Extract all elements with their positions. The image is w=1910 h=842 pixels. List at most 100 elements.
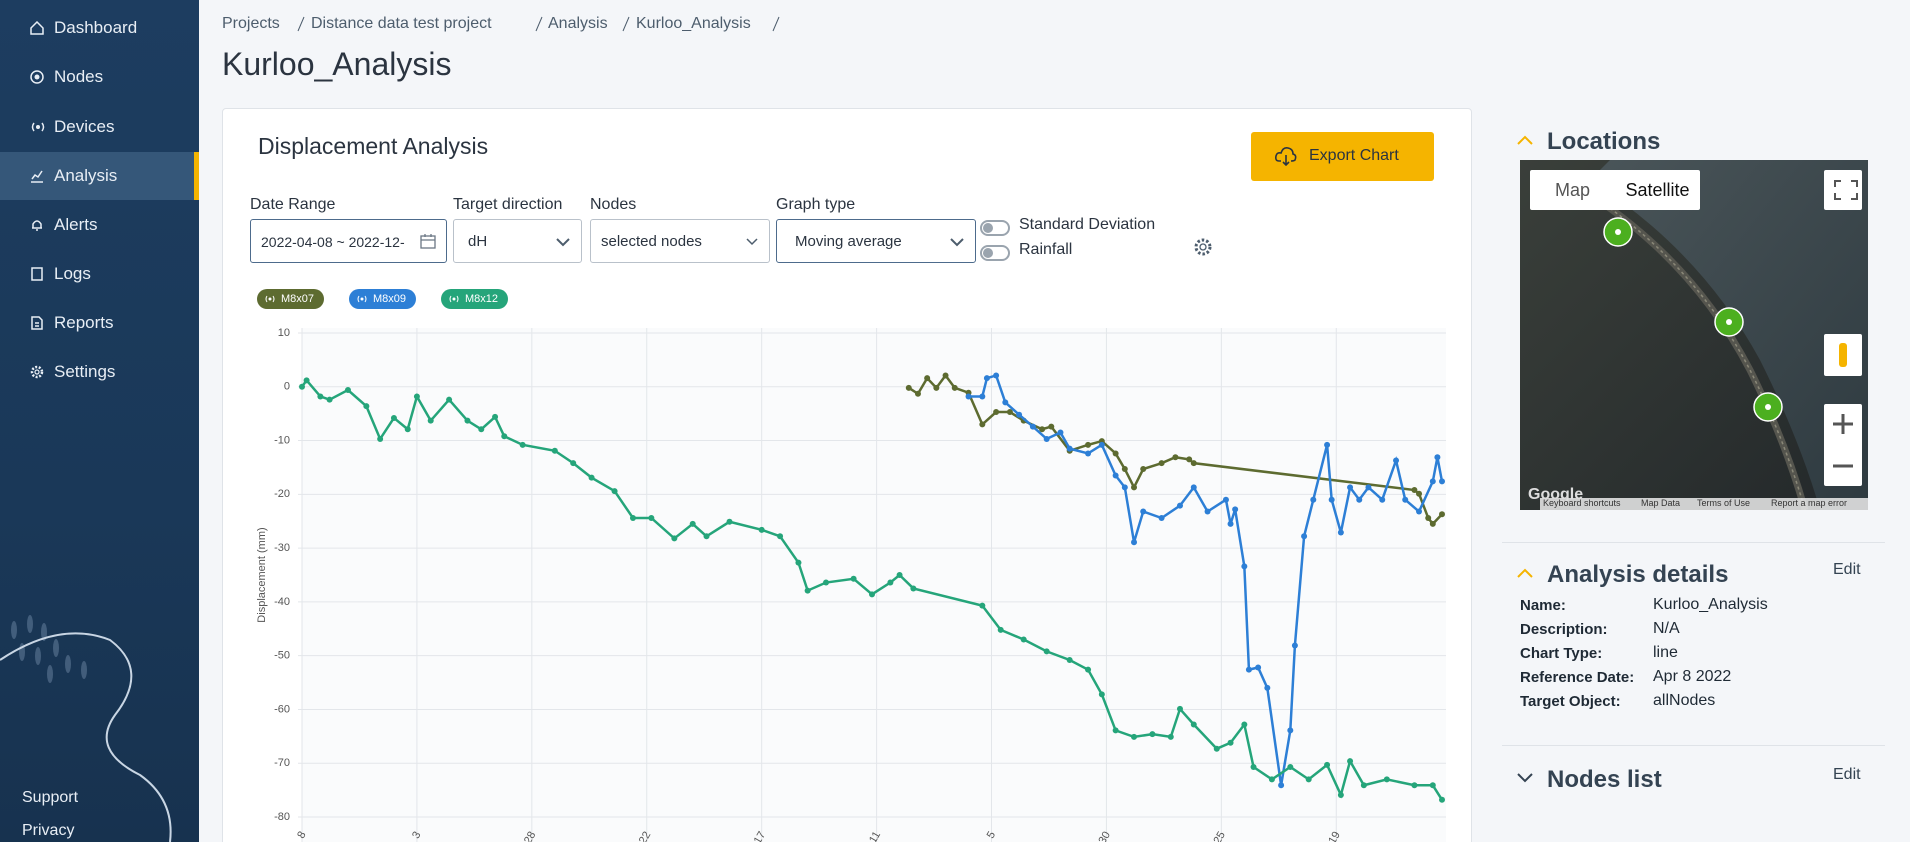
nav-item[interactable]: Dashboard [0,4,199,52]
detail-value: N/A [1653,620,1680,637]
map-marker[interactable] [1603,217,1633,247]
icon [32,220,42,231]
legend-chip[interactable]: M8x09 [349,289,417,309]
filter-label: Date Range [250,196,336,213]
chevron [746,238,758,246]
nodes-select[interactable]: selected nodes [590,219,770,263]
button-label: Export Chart [1309,147,1399,164]
detail-label: Chart Type: [1520,645,1603,662]
map-footer-link[interactable]: Map Data [1641,498,1681,508]
section-title: Nodes list [1547,766,1662,793]
map-marker[interactable] [1753,392,1783,422]
legend-label: M8x07 [281,293,315,305]
graph-type-select[interactable]: Moving average [776,219,976,263]
nav-item[interactable]: Analysis [0,152,199,200]
nav-label: Alerts [54,215,98,234]
legend-label: M8x12 [465,293,499,305]
select-value: dH [468,233,488,250]
nav-label: Logs [54,264,91,283]
icon [449,295,459,303]
footer-link[interactable]: Privacy [22,822,75,839]
nav-item[interactable]: Nodes [0,53,199,101]
map-button[interactable]: Map [1554,180,1590,200]
decoration [0,615,172,842]
icon [357,295,367,303]
detail-value: Apr 8 2022 [1653,668,1732,685]
select-value: Moving average [795,233,902,250]
nav-item[interactable]: Devices [0,103,199,151]
map-footer-link[interactable]: Keyboard shortcuts [1543,498,1621,508]
nav-item[interactable]: Settings [0,348,199,396]
toggle-label: Standard Deviation [1019,216,1156,233]
icon [1275,147,1297,166]
icon [31,170,43,183]
nav-label: Settings [54,362,116,381]
date-range-input[interactable]: 2022-04-08 ~ 2022-12- [250,219,447,263]
map-type-control [1530,170,1700,210]
nav-label: Analysis [54,166,118,185]
filter-label: Nodes [590,196,637,213]
collapse-chevron[interactable] [1516,133,1534,147]
chevron [950,238,964,247]
icon [30,365,44,379]
breadcrumb-item[interactable]: Projects [222,15,280,32]
edit-button[interactable]: Edit [1833,561,1861,578]
direction-select[interactable]: dH [453,219,582,263]
map-logo: Google [1528,486,1584,503]
separator [535,16,543,32]
nav-label: Nodes [54,67,104,86]
divider [1502,542,1885,543]
legend-label: M8x09 [373,293,407,305]
detail-label: Reference Date: [1520,669,1635,686]
input-value: 2022-04-08 ~ 2022-12- [261,234,405,250]
nav-label: Reports [54,313,114,332]
separator [297,16,305,32]
select-value: selected nodes [601,233,702,250]
nav-item[interactable]: Alerts [0,201,199,249]
nav-item[interactable]: Reports [0,299,199,347]
map-marker[interactable] [1714,307,1744,337]
toggle[interactable] [980,245,1010,261]
footer-link[interactable]: Support [22,789,79,806]
settings-icon[interactable] [1192,236,1216,260]
separator [622,16,630,32]
nav-label: Devices [54,117,115,136]
filter-label: Target direction [453,196,563,213]
legend-chip[interactable]: M8x07 [257,289,325,309]
nav-label: Dashboard [54,18,138,37]
detail-value: Kurloo_Analysis [1653,596,1768,613]
section-title: Locations [1547,128,1661,155]
map-footer-link[interactable]: Report a map error [1771,498,1848,508]
divider [1502,745,1885,746]
section-title: Analysis details [1547,561,1729,588]
fullscreen-button[interactable] [1824,170,1862,210]
icon [31,122,45,132]
icon [30,21,44,35]
map-footer-link[interactable]: Terms of Use [1697,498,1751,508]
chevron [556,238,570,247]
sidebar: Dashboard Nodes Devices Analysis Alerts … [0,0,199,842]
toggle-label: Rainfall [1019,241,1073,258]
separator [772,16,780,32]
breadcrumb-item[interactable]: Analysis [548,15,608,32]
edit-button[interactable]: Edit [1833,766,1861,783]
export-button[interactable]: Export Chart [1251,132,1434,181]
legend-chip[interactable]: M8x12 [441,289,509,309]
toggle[interactable] [980,220,1010,236]
map-button[interactable]: Satellite [1625,180,1690,200]
breadcrumb-item[interactable]: Kurloo_Analysis [636,15,751,32]
panel-title: Displacement Analysis [258,133,489,159]
detail-value: line [1653,644,1678,661]
filter-label: Graph type [776,196,856,213]
expand-chevron[interactable] [1516,770,1534,784]
detail-label: Target Object: [1520,693,1621,710]
breadcrumb-item[interactable]: Distance data test project [311,15,492,32]
detail-value: allNodes [1653,692,1716,709]
map[interactable] [1520,160,1868,510]
detail-label: Name: [1520,597,1566,614]
icon [30,70,44,84]
collapse-chevron[interactable] [1516,566,1534,580]
icon [31,316,43,330]
nav-item[interactable]: Logs [0,250,199,298]
